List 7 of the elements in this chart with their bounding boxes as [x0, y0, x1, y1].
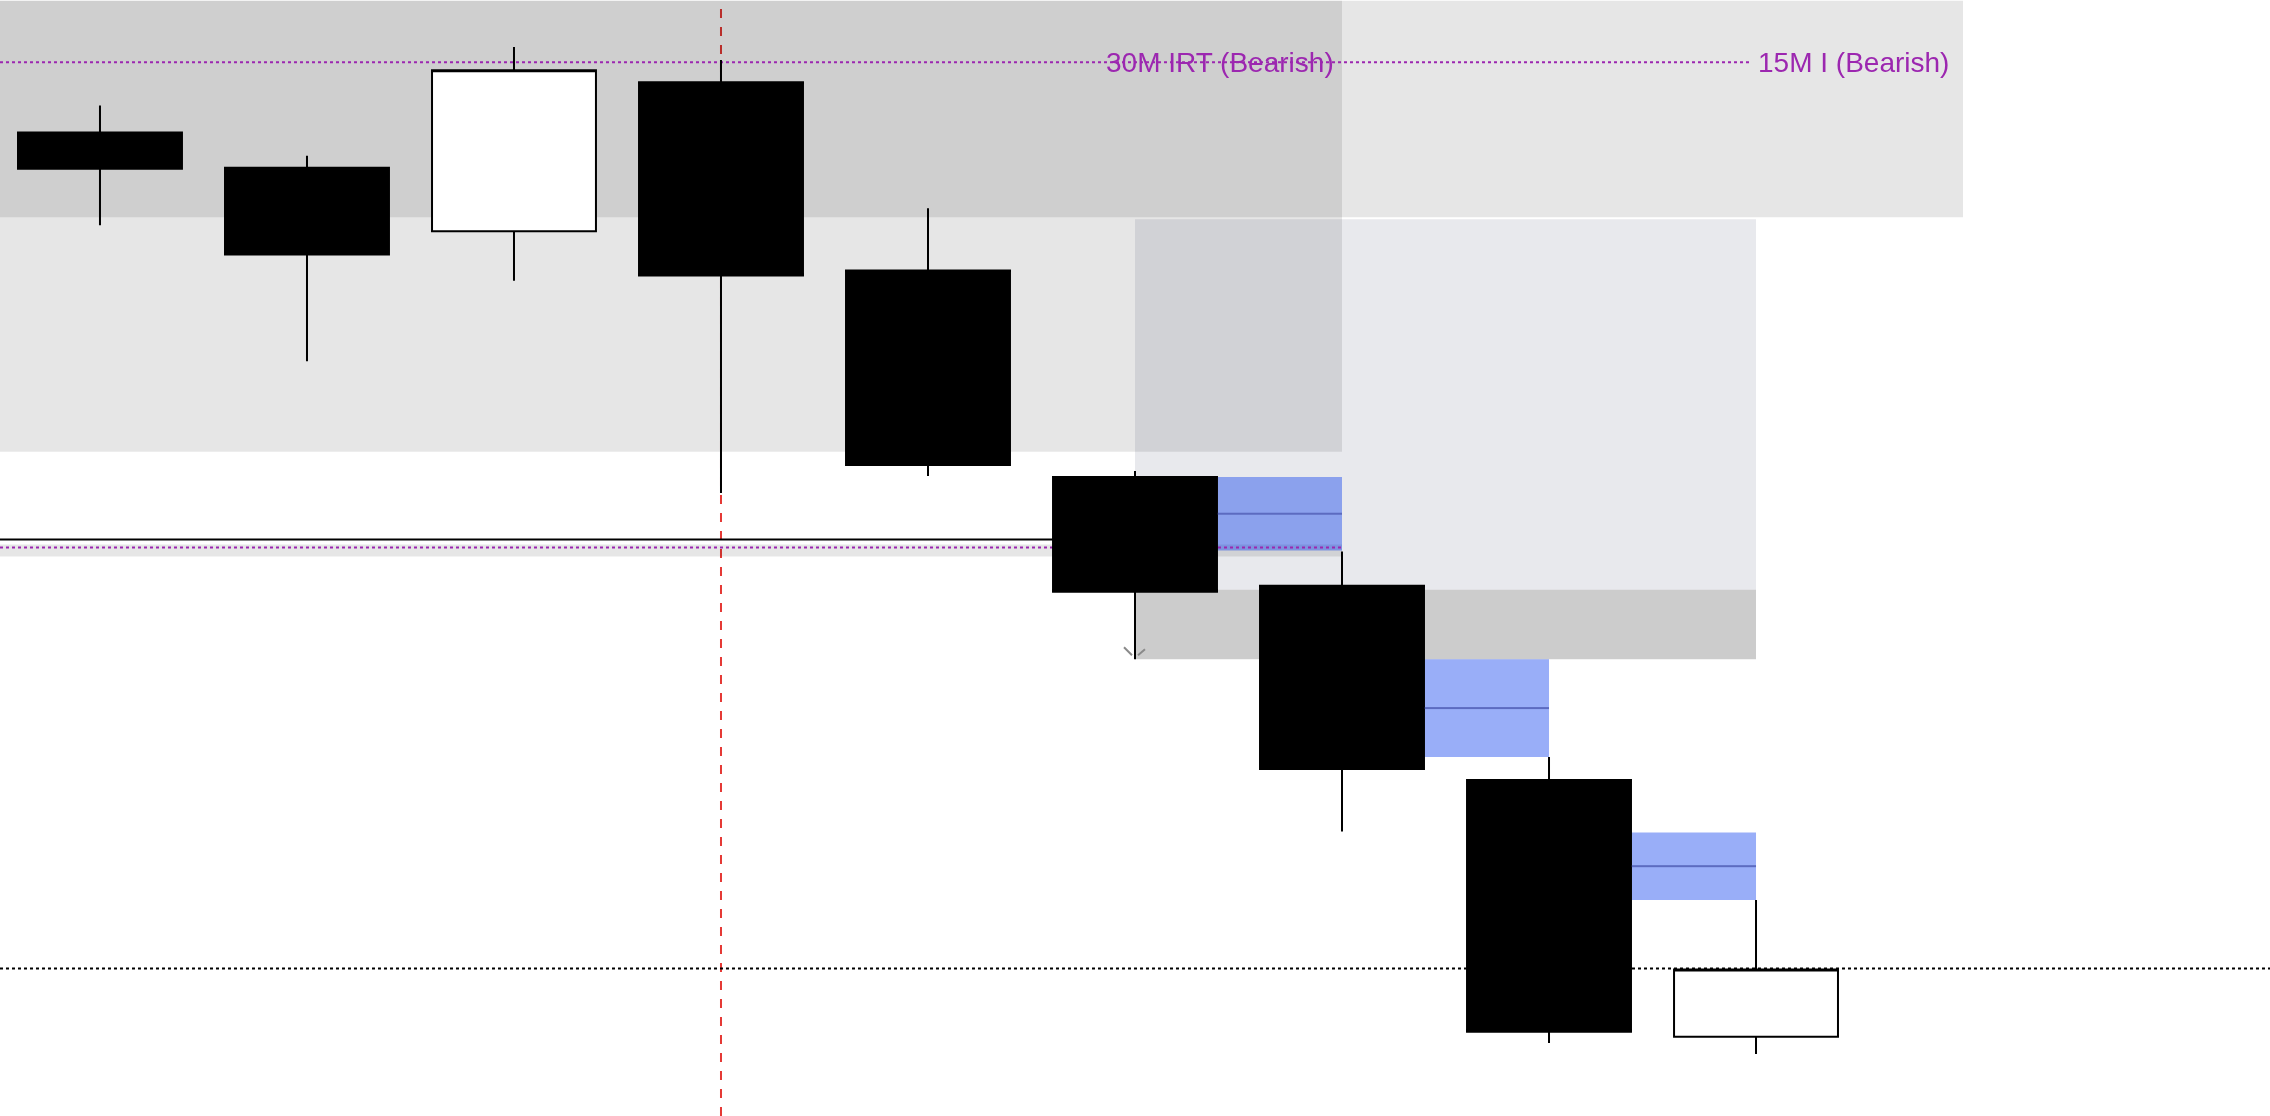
candlestick: [845, 207, 1011, 477]
annotation: 15M I (Bearish): [1758, 47, 1950, 78]
ref-line-label: 30M IRT (Bearish): [1106, 47, 1334, 78]
candlestick: [1259, 550, 1425, 833]
candlestick: [224, 154, 390, 363]
candlestick: [17, 104, 183, 227]
candlestick: [431, 46, 597, 282]
